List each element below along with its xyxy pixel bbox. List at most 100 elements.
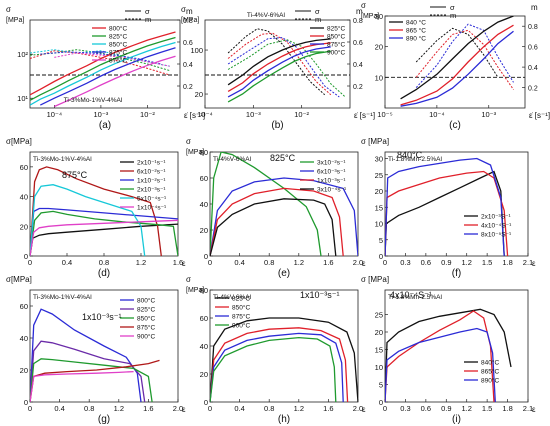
y2-tick-label: 0.8 — [183, 18, 193, 25]
legend-label: 800°C — [109, 25, 127, 33]
alloy-note: Ti-1.8%Mn-2.5%Al — [388, 294, 442, 301]
y-tick-label: 10¹ — [17, 94, 28, 103]
legend-label: 5x10⁻⁴s⁻¹ — [137, 196, 167, 203]
y-tick-label: 30 — [375, 155, 383, 164]
y-tick-label: 60 — [200, 174, 208, 183]
x-tick-label: 1.8 — [502, 404, 512, 413]
y-tick-label: 20 — [20, 366, 28, 375]
series-line — [210, 317, 358, 402]
series-line — [54, 55, 176, 108]
y2-tick-label: 0.4 — [528, 65, 538, 72]
x-tick-label: 0 — [208, 258, 212, 267]
legend: 3x10⁻²s⁻¹ 6x10⁻³s⁻¹ 1x10⁻³s⁻¹ 3x10⁻⁴s⁻¹ — [300, 160, 347, 194]
legend-sigma-label: σ — [450, 3, 455, 12]
x-tick-label: 2.0 — [353, 258, 363, 267]
series-line — [210, 152, 322, 256]
x-tick-label: 0.8 — [84, 404, 94, 413]
legend-label: 1x10⁻²s⁻¹ — [137, 178, 166, 185]
chart-b: 10⁻⁴ 10⁻³ 10⁻² 20 100 σ [MPa] ε̇ [s⁻¹] (b) 0.2 0.4… — [181, 5, 375, 131]
legend-sigma-label: σ — [145, 7, 150, 16]
x-axis-label: ε — [182, 405, 186, 414]
y-tick-label: 0 — [379, 398, 383, 407]
condition-annotation: 875°C — [62, 170, 88, 180]
condition-annotation: 840°C — [397, 150, 423, 160]
y-axis-unit: [MPa] — [181, 17, 199, 24]
x-tick-label: 1.2 — [294, 258, 304, 267]
x-tick-label: 2.0 — [173, 404, 183, 413]
y2-axis-label: m — [186, 7, 193, 16]
y-tick-label: 20 — [375, 43, 383, 52]
series-line — [210, 187, 344, 256]
legend-label: 825°C — [109, 33, 127, 41]
y-tick-label: 10² — [17, 50, 28, 59]
legend-m-label: m — [450, 11, 456, 20]
x-tick-label: 10⁻³ — [246, 110, 261, 119]
y2-tick-label: 0.4 — [353, 62, 363, 69]
y2-tick-label: 0.6 — [183, 40, 193, 47]
series-line — [30, 31, 176, 96]
alloy-note: Ti-1.8%Mn-2.5%Al — [388, 156, 442, 163]
alloy-note: Ti-4%V-6%Al — [213, 294, 252, 301]
m-series-line — [54, 52, 170, 67]
x-tick-label: 0.6 — [421, 404, 431, 413]
legend-label: 825°C — [232, 295, 250, 303]
y-tick-label: 5 — [379, 381, 383, 390]
y-tick-label: 5 — [379, 236, 383, 245]
legend-label: 875°C — [109, 57, 127, 65]
chart-c: 10⁻⁵ 10⁻⁴ 10⁻³ 10 20 30 σ [MPa] ε̇ [s⁻¹] (c) 0.2 0.… — [361, 1, 550, 131]
y-tick-label: 80 — [200, 286, 208, 295]
plot-frame — [29, 289, 179, 403]
legend-label: 3x10⁻²s⁻¹ — [317, 160, 346, 167]
legend-label: 840 °C — [406, 19, 426, 27]
series-line — [227, 50, 331, 103]
m-series-line — [227, 39, 346, 98]
y-tick-label: 40 — [20, 193, 28, 202]
x-tick-label: 0.4 — [54, 404, 64, 413]
y2-axis-label: m — [531, 3, 538, 12]
y2-tick-label: 0.8 — [528, 24, 538, 31]
series-line — [30, 370, 134, 402]
x-tick-label: 10⁻² — [294, 110, 309, 119]
y-tick-label: 0 — [24, 398, 28, 407]
panel-label: (f) — [452, 268, 461, 279]
series-line — [30, 219, 178, 256]
x-tick-label: 10⁻³ — [93, 110, 108, 119]
chart-a: 10⁻⁴ 10⁻³ 10⁻² 10¹ 10² σ [MPa] ε̇ [s⁻¹] (a) 0.2 0.… — [6, 5, 205, 131]
x-tick-label: 1.6 — [323, 258, 333, 267]
panel-label: (d) — [98, 268, 110, 279]
plot-frame — [384, 289, 529, 403]
legend-label: 850°C — [327, 33, 345, 41]
panel-label: (a) — [99, 120, 111, 131]
chart-e: 0 0.4 0.8 1.2 1.6 2.0 0 20 40 60 80 σ [MPa] ε (e) Ti-4%… — [186, 137, 366, 279]
chart-i: 0 0.3 0.6 0.9 1.2 1.5 1.8 2.1 0 5 10 15 20 25 σ [MPa] ε… — [361, 275, 536, 425]
m-series-line — [227, 28, 326, 96]
legend: 2x10⁻¹s⁻¹ 6x10⁻²s⁻¹ 1x10⁻²s⁻¹ 2x10⁻³s⁻¹ 5x10… — [120, 160, 167, 212]
x-tick-label: 0.4 — [62, 258, 72, 267]
chart-h: 0 0.4 0.8 1.2 1.6 2.0 0 20 40 60 80 σ [MPa] ε (h) Ti-4%… — [186, 275, 366, 425]
legend-label: 800°C — [137, 297, 155, 305]
series-line — [30, 340, 146, 402]
y-tick-label: 15 — [375, 346, 383, 355]
legend-label: 6x10⁻²s⁻¹ — [137, 169, 166, 176]
alloy-note: Ti-3%Mo-1%V-4%Al — [64, 97, 123, 104]
x-tick-label: 0.3 — [400, 258, 410, 267]
series-line — [30, 184, 146, 256]
series-line — [30, 210, 178, 256]
legend-label: 865°C — [481, 368, 499, 376]
y-axis-unit: [MPa] — [186, 149, 204, 156]
y-tick-label: 10 — [375, 363, 383, 372]
x-tick-label: 10⁻⁴ — [429, 110, 445, 119]
y2-tick-label: 0.2 — [528, 86, 538, 93]
x-tick-label: 0.9 — [441, 258, 451, 267]
y-axis-label: σ [MPa] — [361, 275, 389, 284]
legend-label: 875°C — [109, 49, 127, 57]
condition-annotation: 4x10⁻⁴S⁻¹ — [390, 290, 432, 300]
y-tick-label: 60 — [20, 163, 28, 172]
series-line — [227, 42, 331, 92]
y2-tick-label: 0.4 — [183, 62, 193, 69]
x-tick-label: 1.2 — [461, 258, 471, 267]
legend-label: 825°C — [137, 306, 155, 314]
legend-label: 8x10⁻⁵S⁻¹ — [481, 232, 512, 239]
